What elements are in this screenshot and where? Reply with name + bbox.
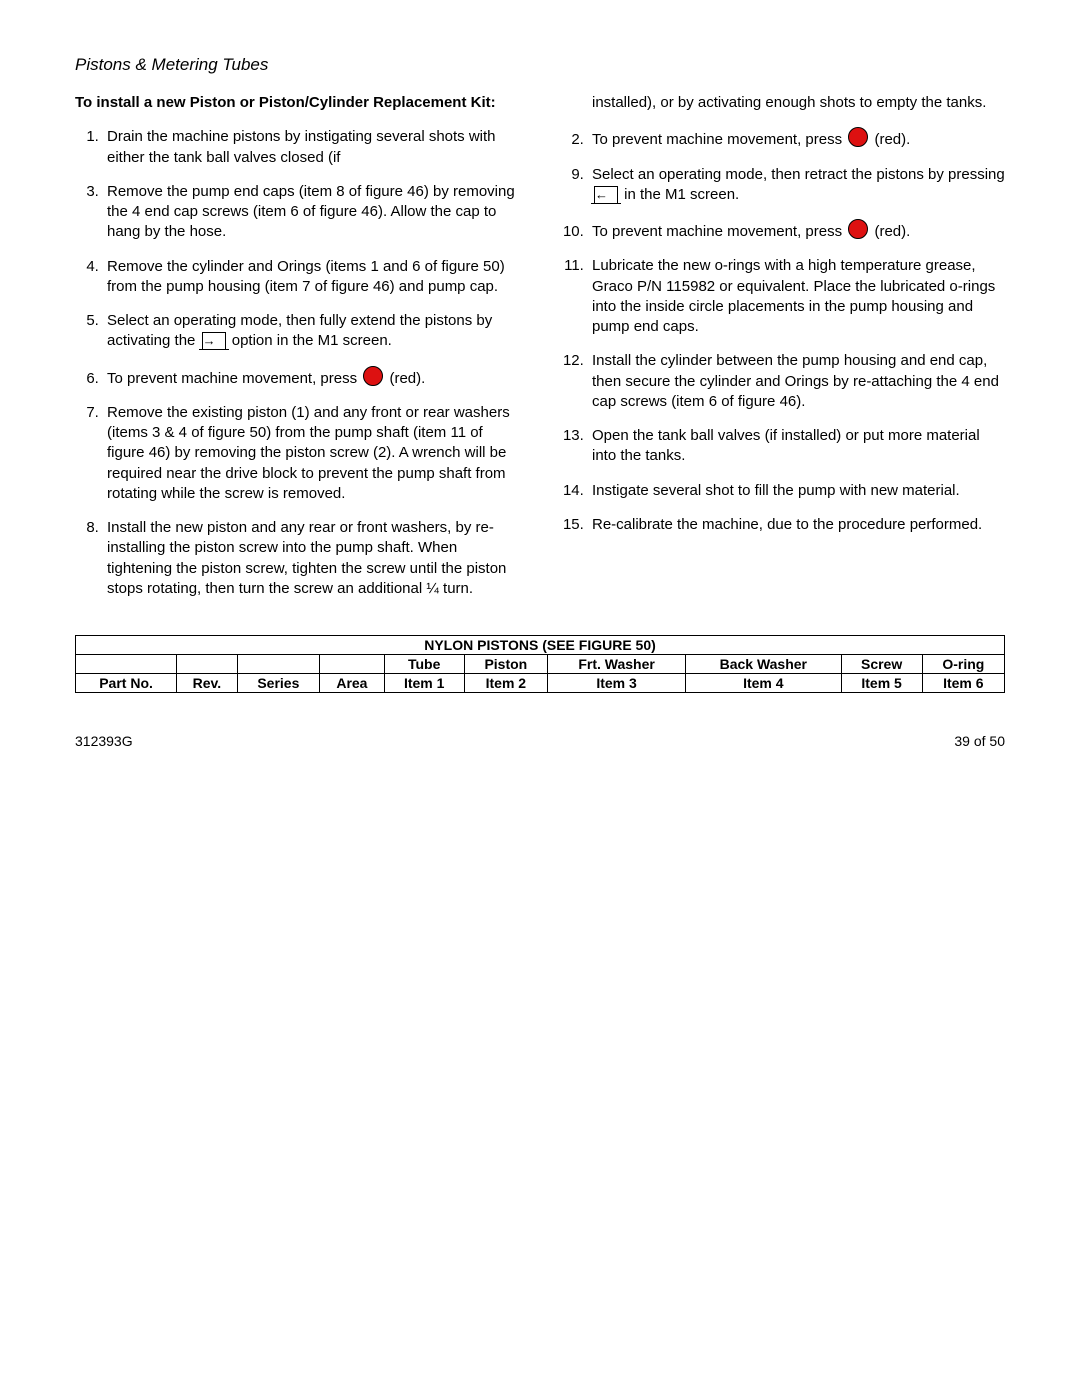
gh-1 <box>177 655 238 674</box>
gh-back-washer: Back Washer <box>686 655 842 674</box>
step-13: Open the tank ball valves (if installed)… <box>588 426 1005 467</box>
page-number: 39 of 50 <box>954 733 1005 749</box>
section-title: Pistons & Metering Tubes <box>75 55 1005 75</box>
ih-area: Area <box>320 674 385 693</box>
step-11: Lubricate the new o-rings with a high te… <box>588 256 1005 337</box>
page: Pistons & Metering Tubes To install a ne… <box>0 0 1080 1397</box>
red-stop-icon <box>848 127 868 147</box>
gh-3 <box>320 655 385 674</box>
step-5-text-b: option in the M1 screen. <box>232 332 392 349</box>
gh-tube: Tube <box>384 655 464 674</box>
step-2: To prevent machine movement, press (red)… <box>588 127 1005 150</box>
step-9-text-b: in the M1 screen. <box>624 186 739 203</box>
step-10: To prevent machine movement, press (red)… <box>588 219 1005 242</box>
step-15: Re-calibrate the machine, due to the pro… <box>588 515 1005 535</box>
ih-item1: Item 1 <box>384 674 464 693</box>
two-column-body: To install a new Piston or Piston/Cylind… <box>75 93 1005 613</box>
step-14: Instigate several shot to fill the pump … <box>588 481 1005 501</box>
item-header-row: Part No. Rev. Series Area Item 1 Item 2 … <box>76 674 1005 693</box>
step-2-text-a: To prevent machine movement, press <box>592 131 846 148</box>
left-column: To install a new Piston or Piston/Cylind… <box>75 93 520 613</box>
right-column: installed), or by activating enough shot… <box>560 93 1005 613</box>
gh-2 <box>237 655 319 674</box>
step-10-text-a: To prevent machine movement, press <box>592 223 846 240</box>
retract-arrow-icon: ← <box>594 186 618 203</box>
ih-item6: Item 6 <box>922 674 1004 693</box>
step-7: Remove the existing piston (1) and any f… <box>103 403 520 504</box>
right-steps: To prevent machine movement, press (red)… <box>560 127 1005 535</box>
ih-rev: Rev. <box>177 674 238 693</box>
step-6-text-a: To prevent machine movement, press <box>107 370 361 387</box>
gh-frt-washer: Frt. Washer <box>548 655 686 674</box>
step-5: Select an operating mode, then fully ext… <box>103 311 520 352</box>
ih-item3: Item 3 <box>548 674 686 693</box>
red-stop-icon <box>363 366 383 386</box>
nylon-pistons-table: NYLON PISTONS (SEE FIGURE 50) Tube Pisto… <box>75 635 1005 693</box>
step-4: Remove the cylinder and Orings (items 1 … <box>103 257 520 298</box>
step-3: Remove the pump end caps (item 8 of figu… <box>103 182 520 243</box>
step-6: To prevent machine movement, press (red)… <box>103 366 520 389</box>
gh-0 <box>76 655 177 674</box>
ih-item2: Item 2 <box>464 674 548 693</box>
red-stop-icon <box>848 219 868 239</box>
step-10-text-b: (red). <box>874 223 910 240</box>
gh-oring: O-ring <box>922 655 1004 674</box>
right-continuation: installed), or by activating enough shot… <box>560 93 1005 113</box>
install-heading: To install a new Piston or Piston/Cylind… <box>75 93 520 113</box>
step-9: Select an operating mode, then retract t… <box>588 165 1005 206</box>
ih-item5: Item 5 <box>841 674 922 693</box>
step-8: Install the new piston and any rear or f… <box>103 518 520 599</box>
gh-piston: Piston <box>464 655 548 674</box>
ih-series: Series <box>237 674 319 693</box>
step-2-text-b: (red). <box>874 131 910 148</box>
left-steps: Drain the machine pistons by instigating… <box>75 127 520 599</box>
table-title: NYLON PISTONS (SEE FIGURE 50) <box>76 636 1005 655</box>
step-6-text-b: (red). <box>389 370 425 387</box>
step-9-text-a: Select an operating mode, then retract t… <box>592 166 1005 183</box>
step-12: Install the cylinder between the pump ho… <box>588 351 1005 412</box>
group-header-row: Tube Piston Frt. Washer Back Washer Scre… <box>76 655 1005 674</box>
page-footer: 312393G 39 of 50 <box>75 733 1005 749</box>
gh-screw: Screw <box>841 655 922 674</box>
ih-partno: Part No. <box>76 674 177 693</box>
ih-item4: Item 4 <box>686 674 842 693</box>
doc-id: 312393G <box>75 733 133 749</box>
extend-arrow-icon: → <box>202 332 226 349</box>
step-1: Drain the machine pistons by instigating… <box>103 127 520 168</box>
